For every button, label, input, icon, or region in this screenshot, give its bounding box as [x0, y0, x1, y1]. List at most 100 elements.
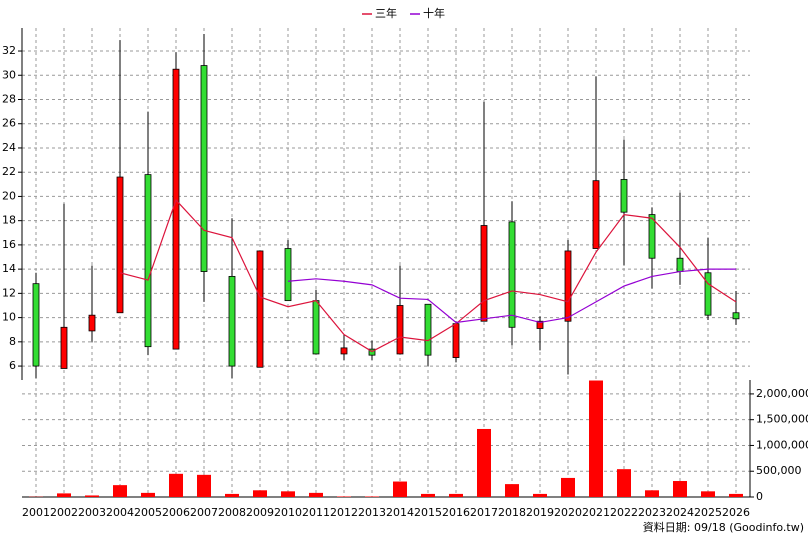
- y-tick-label: 18: [2, 214, 16, 227]
- y-tick-label: 8: [9, 335, 16, 348]
- volume-bar: [729, 493, 743, 497]
- y-tick-label: 14: [2, 262, 16, 275]
- volume-bar: [673, 481, 687, 497]
- candle-body: [424, 303, 432, 356]
- volume-bar: [505, 484, 519, 497]
- candle-body: [564, 250, 572, 322]
- volume-bar: [85, 495, 99, 497]
- x-tick-label: 2005: [134, 506, 162, 519]
- candle-body: [648, 214, 656, 259]
- volume-bar: [533, 493, 547, 497]
- candle-body: [620, 179, 628, 213]
- y-tick-label: 20: [2, 189, 16, 202]
- x-tick-label: 2017: [470, 506, 498, 519]
- y-tick-label: 30: [2, 68, 16, 81]
- candle-body: [536, 320, 544, 329]
- x-tick-label: 2006: [162, 506, 190, 519]
- y-tick-label: 10: [2, 311, 16, 324]
- x-tick-label: 2026: [722, 506, 750, 519]
- candle-body: [32, 283, 40, 367]
- candle-body: [172, 68, 180, 350]
- x-tick-label: 2024: [666, 506, 694, 519]
- x-tick-label: 2011: [302, 506, 330, 519]
- y-tick-label: 32: [2, 44, 16, 57]
- source-note: 資料日期: 09/18 (Goodinfo.tw): [643, 520, 804, 534]
- candle-body: [452, 323, 460, 358]
- candle-body: [256, 250, 264, 368]
- candle-body: [480, 225, 488, 322]
- candle-body: [284, 248, 292, 302]
- volume-bar: [477, 428, 491, 497]
- x-tick-label: 2001: [22, 506, 50, 519]
- volume-bar: [365, 496, 379, 497]
- x-tick-label: 2025: [694, 506, 722, 519]
- volume-bar: [589, 380, 603, 497]
- candle-body: [592, 180, 600, 249]
- x-tick-label: 2003: [78, 506, 106, 519]
- y2-tick-label: 2,000,000: [756, 387, 808, 400]
- y2-tick-label: 500,000: [756, 464, 802, 477]
- x-tick-label: 2016: [442, 506, 470, 519]
- volume-bar: [561, 477, 575, 497]
- candle-body: [396, 305, 404, 355]
- volume-bar: [57, 493, 71, 497]
- volume-bar: [141, 492, 155, 497]
- legend-label: 三年: [375, 6, 397, 20]
- x-tick-label: 2013: [358, 506, 386, 519]
- x-tick-label: 2023: [638, 506, 666, 519]
- x-tick-label: 2021: [582, 506, 610, 519]
- candle-body: [340, 347, 348, 355]
- volume-bar: [309, 492, 323, 497]
- volume-bar: [421, 493, 435, 497]
- y-tick-label: 24: [2, 141, 16, 154]
- x-tick-label: 2009: [246, 506, 274, 519]
- y-tick-label: 6: [9, 359, 16, 372]
- y-tick-label: 12: [2, 286, 16, 299]
- candle-body: [508, 221, 516, 328]
- candle-body: [312, 300, 320, 355]
- x-tick-label: 2010: [274, 506, 302, 519]
- candle-body: [144, 174, 152, 348]
- x-tick-label: 2014: [386, 506, 414, 519]
- volume-bar: [225, 493, 239, 497]
- x-tick-label: 2022: [610, 506, 638, 519]
- volume-bar: [253, 490, 267, 497]
- candle-body: [704, 272, 712, 316]
- legend-label: 十年: [423, 6, 445, 20]
- candle-body: [676, 257, 684, 272]
- y2-tick-label: 1,500,000: [756, 413, 808, 426]
- x-tick-label: 2004: [106, 506, 134, 519]
- candle-body: [88, 314, 96, 332]
- x-tick-label: 2019: [526, 506, 554, 519]
- volume-bar: [337, 496, 351, 497]
- candle-body: [200, 65, 208, 272]
- volume-bar: [169, 473, 183, 497]
- candle-body: [732, 312, 740, 320]
- volume-bar: [617, 469, 631, 497]
- y2-tick-label: 1,000,000: [756, 438, 808, 451]
- candle-body: [116, 176, 124, 314]
- y-tick-label: 26: [2, 117, 16, 130]
- y2-tick-label: 0: [756, 490, 763, 503]
- x-tick-label: 2007: [190, 506, 218, 519]
- volume-bar: [701, 491, 715, 497]
- volume-bar: [393, 481, 407, 497]
- y-tick-label: 22: [2, 165, 16, 178]
- y-tick-label: 28: [2, 92, 16, 105]
- line-series: [287, 268, 736, 324]
- x-tick-label: 2020: [554, 506, 582, 519]
- candle-body: [228, 275, 236, 367]
- x-tick-label: 2002: [50, 506, 78, 519]
- volume-bar: [645, 490, 659, 497]
- x-tick-label: 2008: [218, 506, 246, 519]
- y-tick-label: 16: [2, 238, 16, 251]
- x-tick-label: 2018: [498, 506, 526, 519]
- volume-bar: [281, 491, 295, 497]
- volume-bar: [113, 485, 127, 497]
- line-series: [119, 198, 737, 353]
- x-tick-label: 2012: [330, 506, 358, 519]
- candle-body: [60, 326, 68, 369]
- volume-bar: [197, 474, 211, 497]
